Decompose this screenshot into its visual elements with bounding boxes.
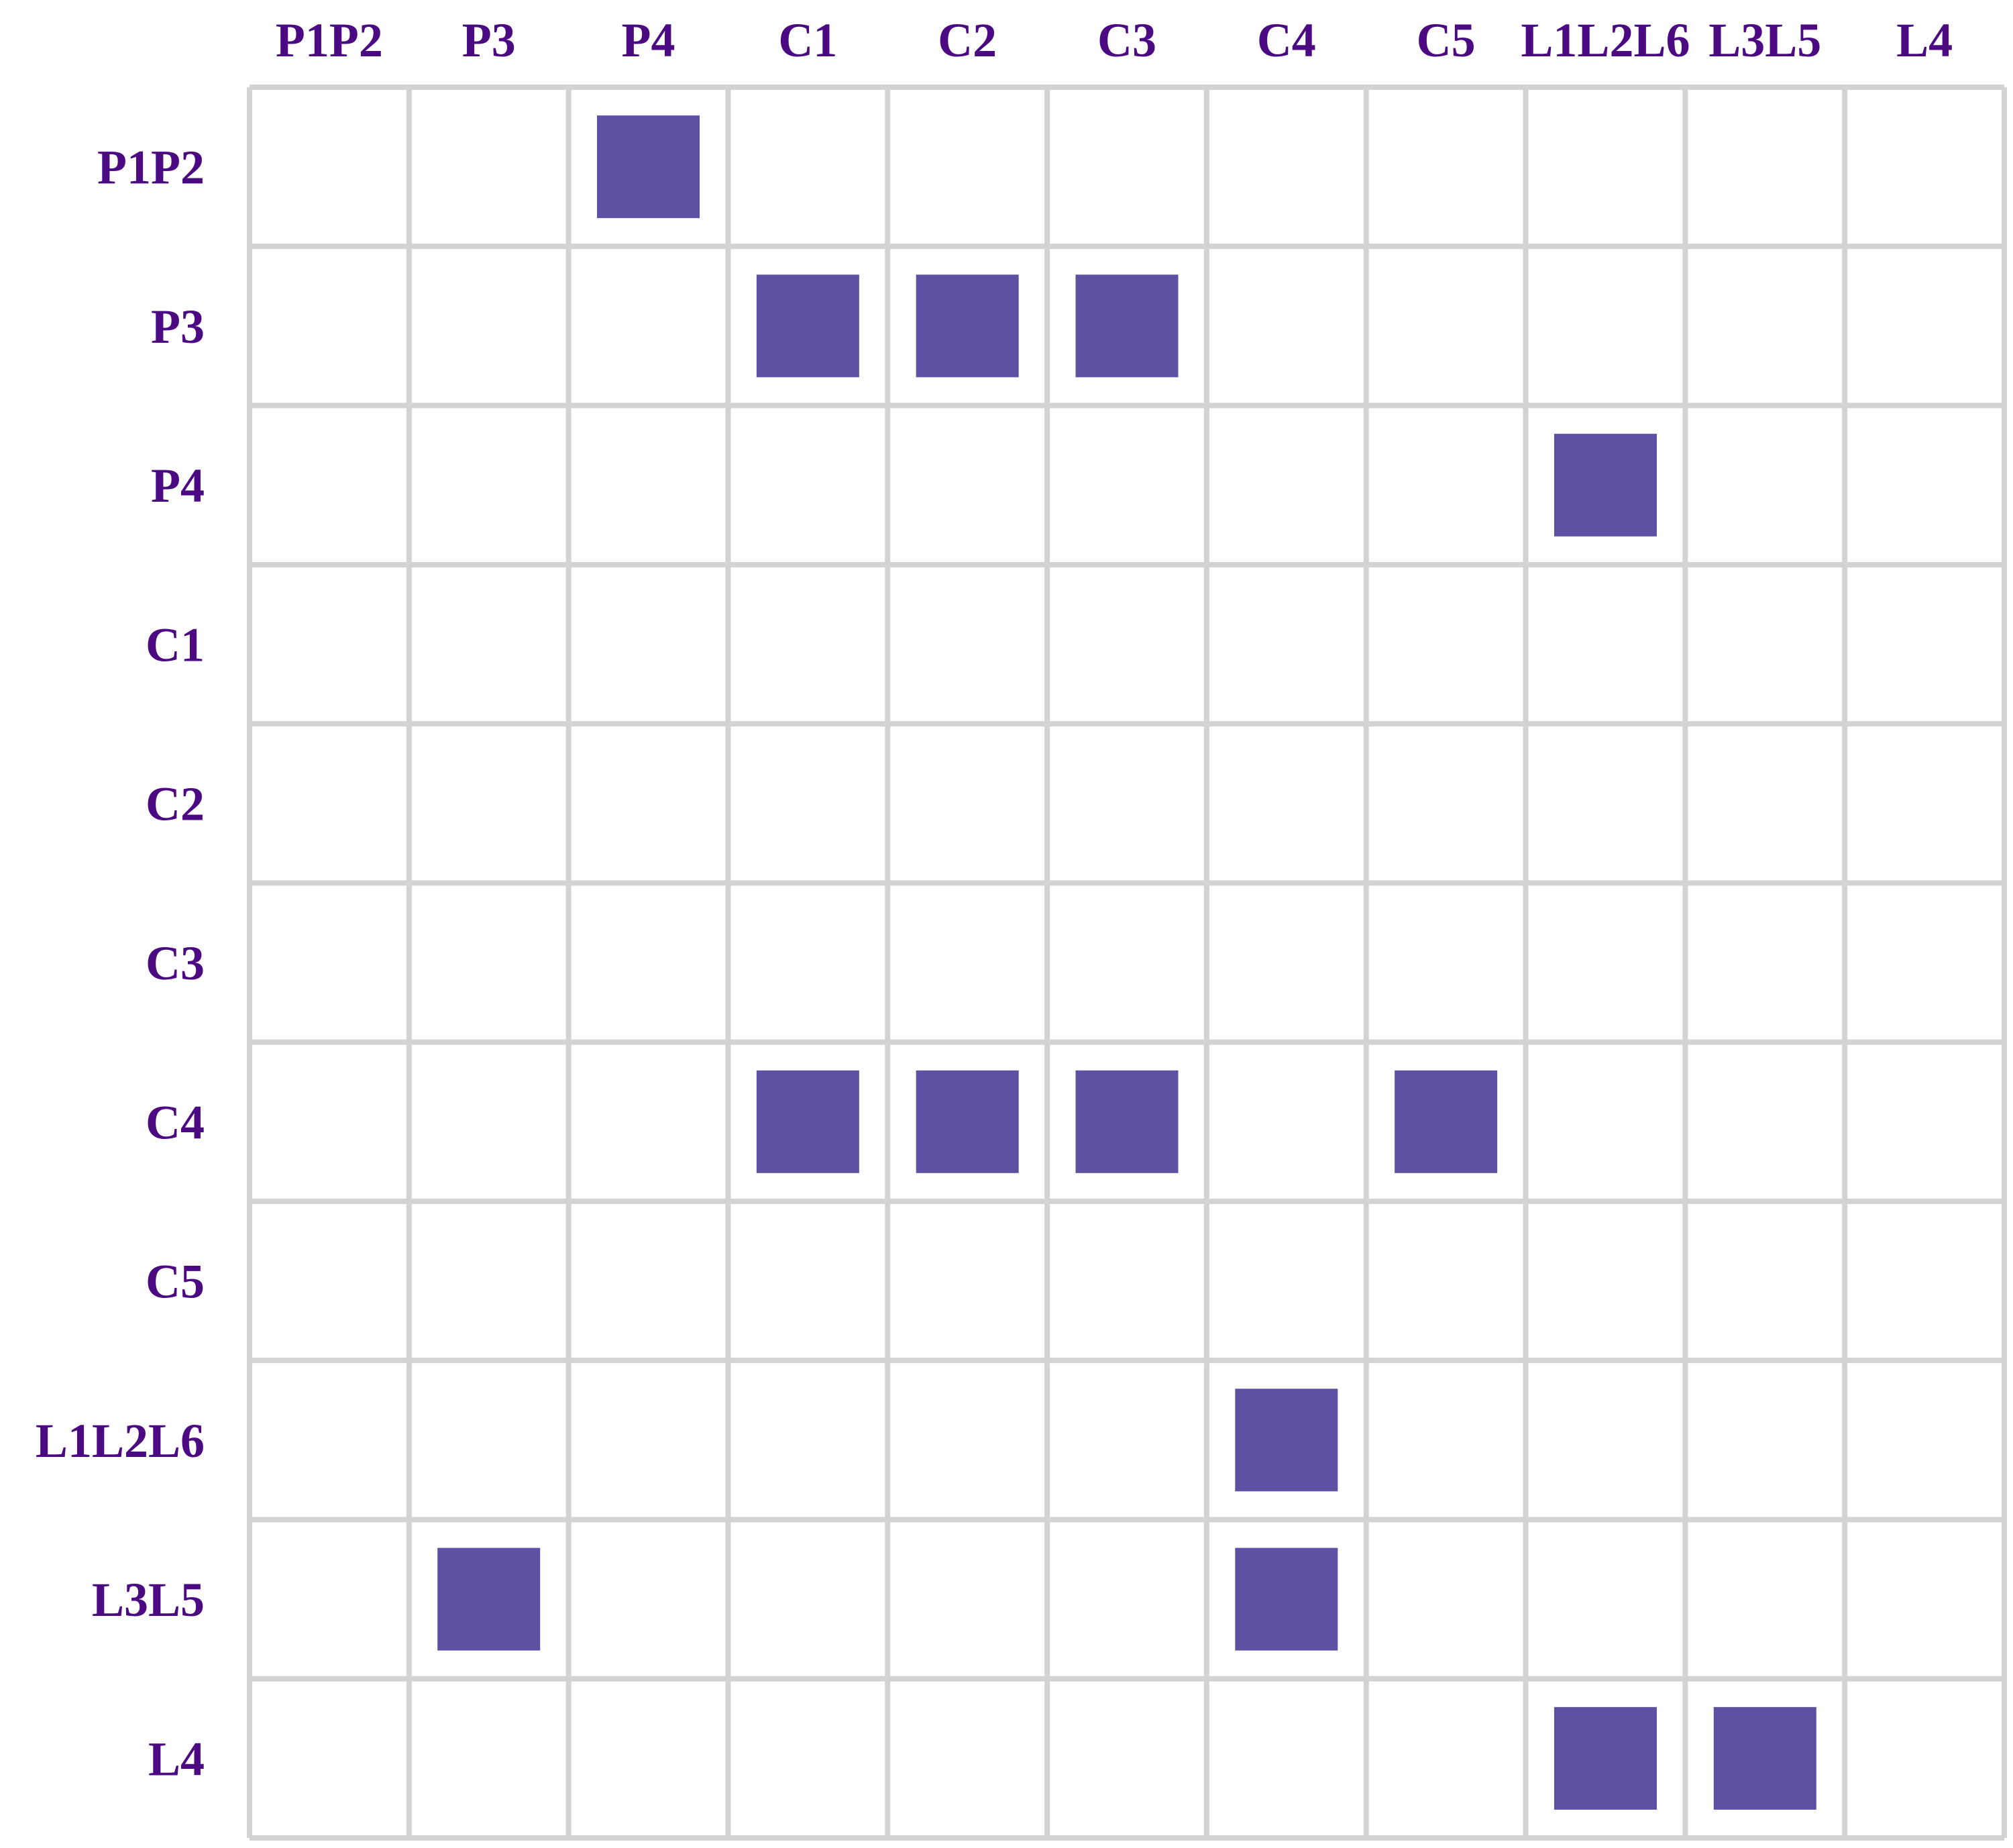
column-label-P1P2: P1P2 (276, 13, 383, 67)
matrix-cell-P4-L1L2L6 (1554, 433, 1657, 537)
row-label-P4: P4 (151, 459, 205, 512)
matrix-cell-L4-L1L2L6 (1554, 1706, 1657, 1810)
matrix-cell-P3-C3 (1075, 274, 1179, 378)
column-tick-labels: P1P2 P3 P4 C1 C2 C3 C4 C5 L1L2L6 L3L5 L4 (276, 13, 1953, 67)
matrix-cell-C4-C1 (756, 1070, 859, 1173)
matrix-cell-L3L5-C4 (1235, 1547, 1338, 1651)
matrix-cell-P3-C1 (756, 274, 859, 378)
column-label-L4: L4 (1896, 13, 1953, 67)
column-label-C2: C2 (938, 13, 997, 67)
matrix-cell-P1P2-P4 (597, 115, 700, 219)
matrix-cell-P3-C2 (916, 274, 1019, 378)
column-label-P4: P4 (622, 13, 675, 67)
matrix-cell-C4-C3 (1075, 1070, 1179, 1173)
row-label-C1: C1 (146, 618, 205, 671)
filled-cells (437, 115, 1816, 1810)
row-label-L3L5: L3L5 (92, 1573, 205, 1627)
row-label-C4: C4 (146, 1095, 205, 1149)
row-label-C5: C5 (146, 1255, 205, 1309)
column-label-C4: C4 (1257, 13, 1316, 67)
row-label-C2: C2 (146, 777, 205, 831)
column-label-P3: P3 (462, 13, 516, 67)
grid-lines (247, 85, 2007, 1841)
column-label-C5: C5 (1417, 13, 1476, 67)
column-label-C3: C3 (1097, 13, 1156, 67)
matrix-cell-L4-L3L5 (1713, 1706, 1816, 1810)
row-label-P1P2: P1P2 (97, 141, 205, 195)
row-label-L1L2L6: L1L2L6 (36, 1414, 205, 1468)
row-label-C3: C3 (146, 936, 205, 990)
row-tick-labels: P1P2 P3 P4 C1 C2 C3 C4 C5 L1L2L6 L3L5 L4 (36, 141, 205, 1786)
column-label-L1L2L6: L1L2L6 (1521, 13, 1690, 67)
matrix-cell-C4-C2 (916, 1070, 1019, 1173)
matrix-cell-L1L2L6-C4 (1235, 1389, 1338, 1492)
column-label-L3L5: L3L5 (1708, 13, 1821, 67)
matrix-cell-L3L5-P3 (437, 1547, 541, 1651)
matrix-cell-C4-C5 (1395, 1070, 1498, 1173)
row-label-L4: L4 (148, 1732, 205, 1786)
row-label-P3: P3 (151, 300, 205, 354)
column-label-C1: C1 (778, 13, 837, 67)
